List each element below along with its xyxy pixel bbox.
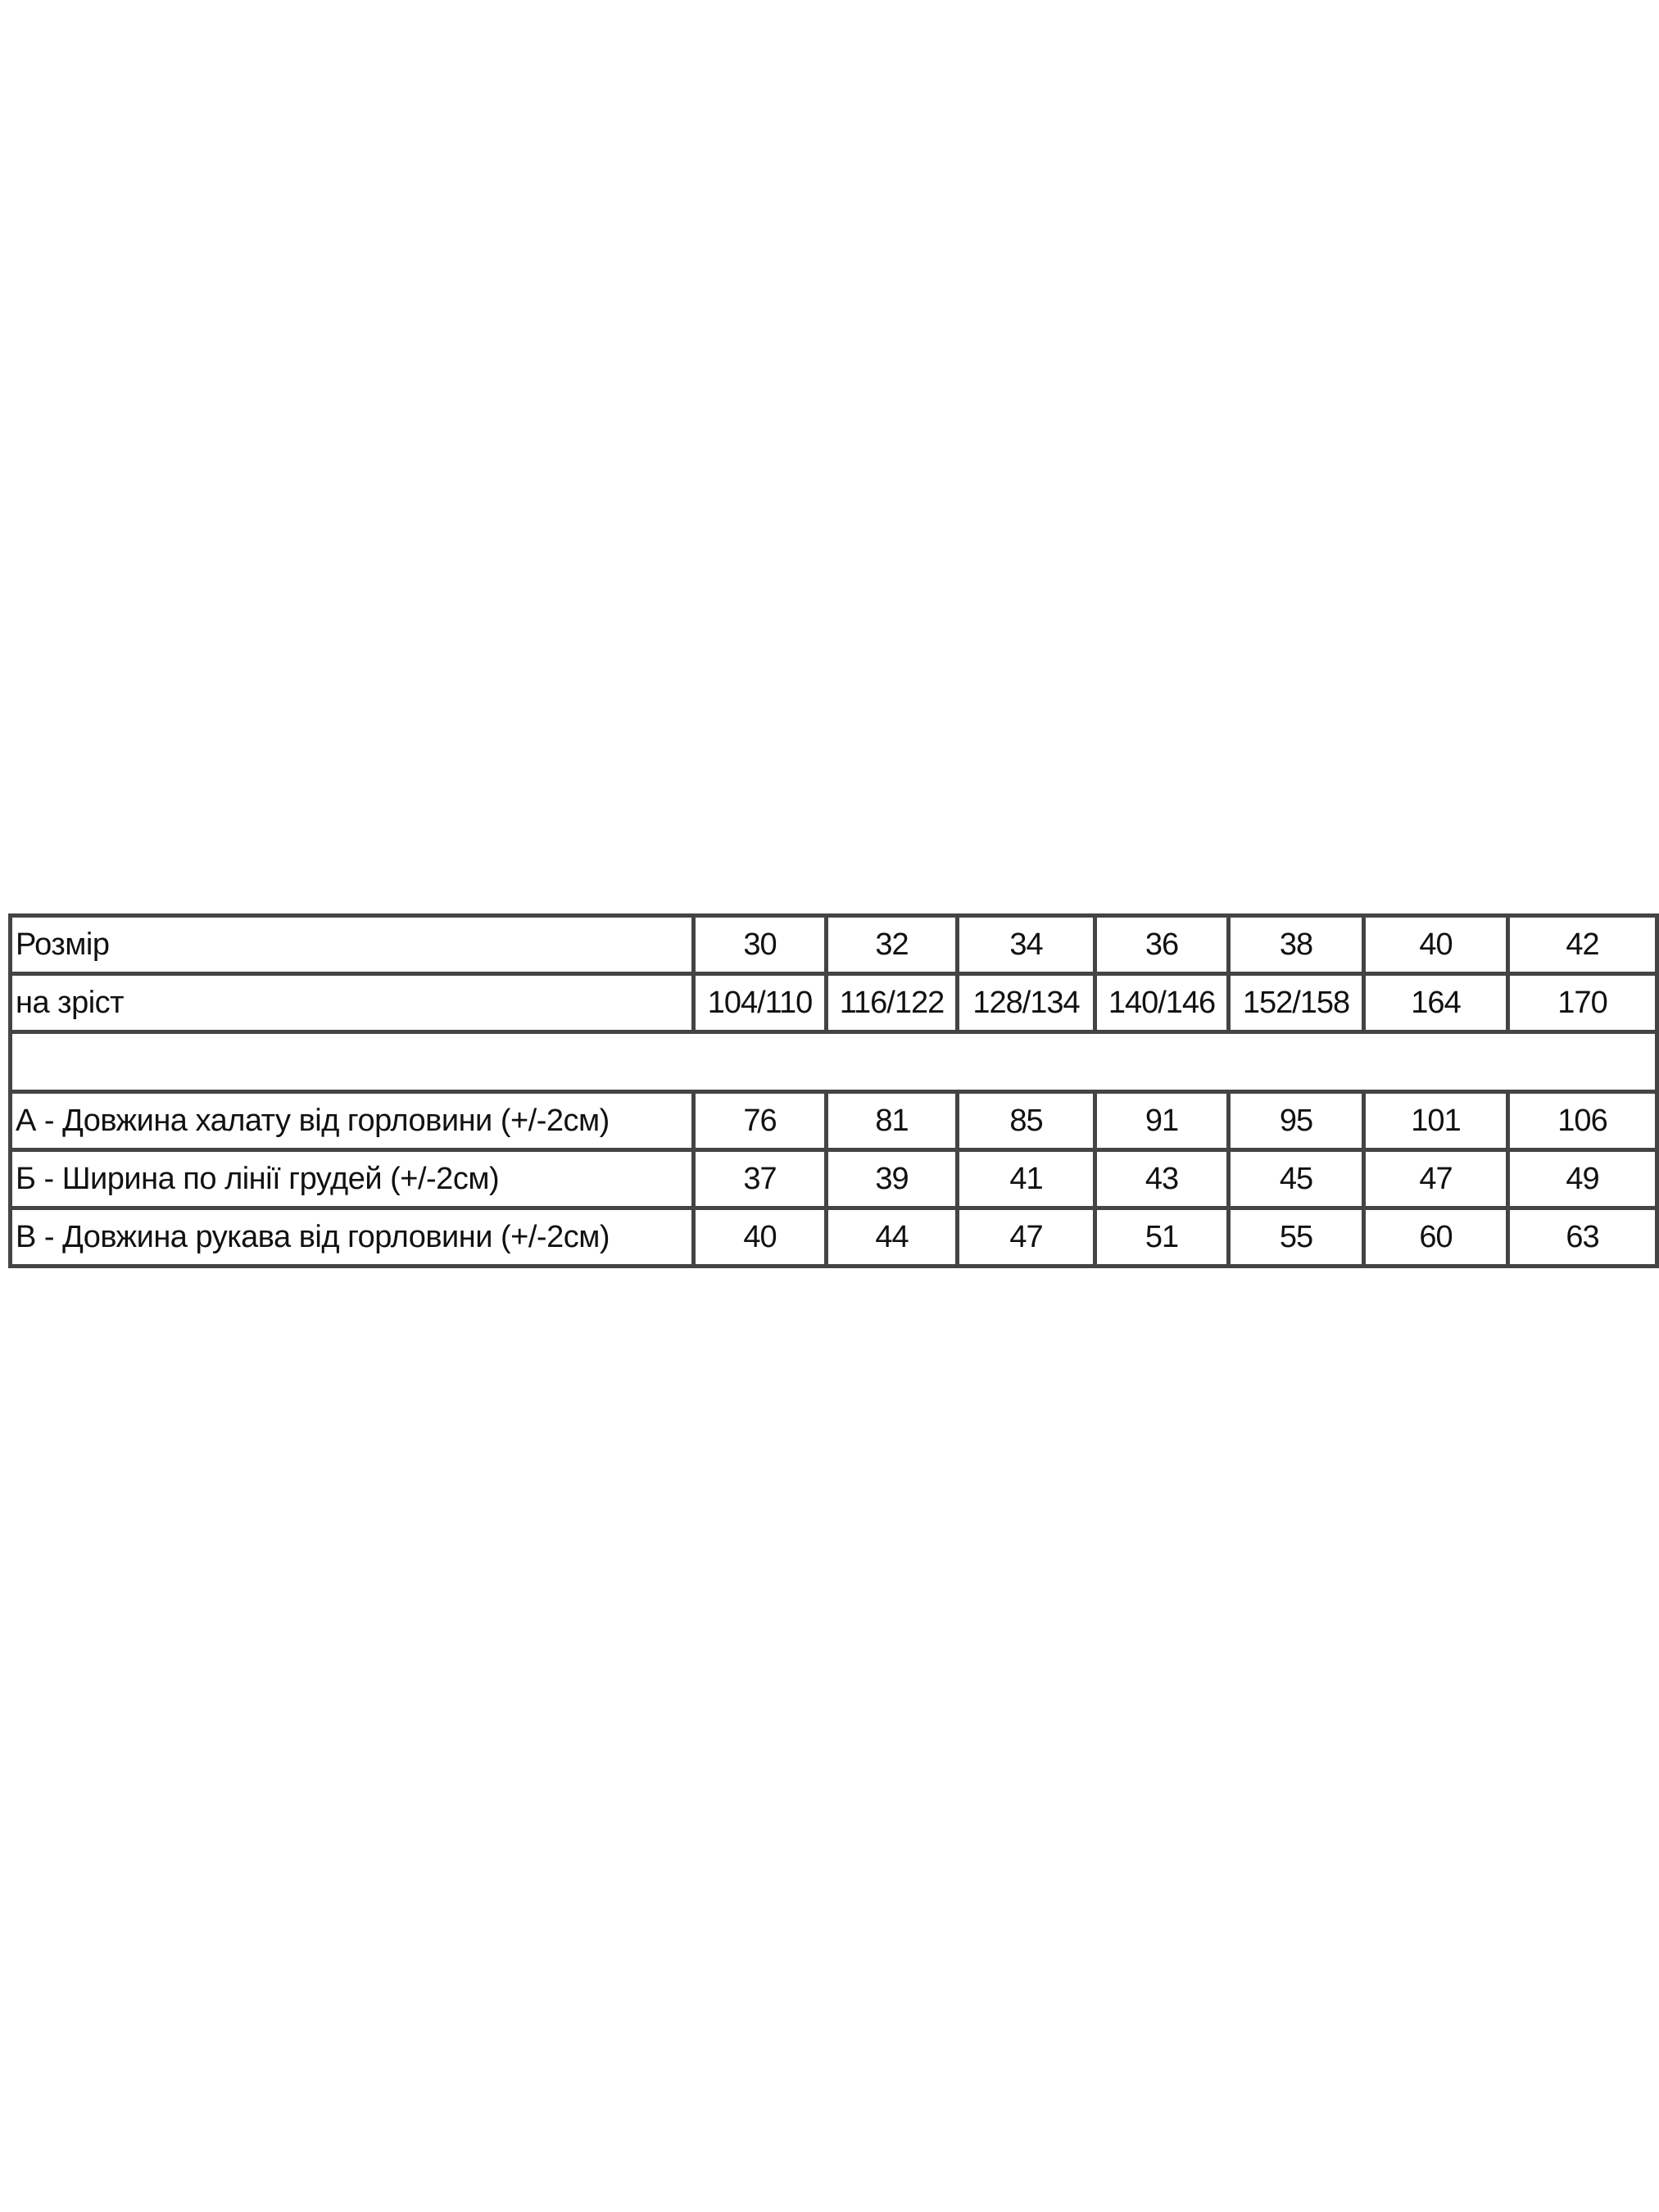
spacer-row	[8, 1030, 1659, 1094]
value-cell: 42	[1506, 913, 1659, 976]
value-cell: 116/122	[824, 972, 959, 1034]
value-cell: 45	[1226, 1148, 1366, 1210]
value-cell: 41	[955, 1148, 1097, 1210]
value-cell: 47	[955, 1206, 1097, 1268]
value-cell: 170	[1506, 972, 1659, 1034]
spacer-cell	[8, 1030, 1659, 1094]
height-row: на зріст 104/110 116/122 128/134 140/146 152/…	[8, 972, 1659, 1034]
value-cell: 91	[1093, 1090, 1231, 1152]
value-cell: 34	[955, 913, 1097, 976]
value-cell: 40	[1362, 913, 1510, 976]
value-cell: 30	[691, 913, 828, 976]
sleeve-length-row: В - Довжина рукава від горловини (+/-2см…	[8, 1206, 1659, 1268]
value-cell: 55	[1226, 1206, 1366, 1268]
value-cell: 36	[1093, 913, 1231, 976]
value-cell: 76	[691, 1090, 828, 1152]
value-cell: 47	[1362, 1148, 1510, 1210]
value-cell: 140/146	[1093, 972, 1231, 1034]
value-cell: 44	[824, 1206, 959, 1268]
value-cell: 51	[1093, 1206, 1231, 1268]
value-cell: 63	[1506, 1206, 1659, 1268]
value-cell: 37	[691, 1148, 828, 1210]
value-cell: 38	[1226, 913, 1366, 976]
chest-width-row: Б - Ширина по лінії грудей (+/-2см) 37 39 4…	[8, 1148, 1659, 1210]
length-row: А - Довжина халату від горловини (+/-2см…	[8, 1090, 1659, 1152]
value-cell: 95	[1226, 1090, 1366, 1152]
value-cell: 85	[955, 1090, 1097, 1152]
value-cell: 43	[1093, 1148, 1231, 1210]
row-label: В - Довжина рукава від горловини (+/-2см…	[8, 1206, 696, 1268]
value-cell: 106	[1506, 1090, 1659, 1152]
row-label: на зріст	[8, 972, 696, 1034]
value-cell: 40	[691, 1206, 828, 1268]
value-cell: 101	[1362, 1090, 1510, 1152]
value-cell: 32	[824, 913, 959, 976]
value-cell: 81	[824, 1090, 959, 1152]
size-row: Розмір 30 32 34 36 38 40 42	[8, 913, 1659, 976]
row-label: А - Довжина халату від горловини (+/-2см…	[8, 1090, 696, 1152]
size-chart-table: Розмір 30 32 34 36 38 40 42 на зріст 104/110 116/1…	[8, 913, 1659, 1268]
value-cell: 39	[824, 1148, 959, 1210]
value-cell: 152/158	[1226, 972, 1366, 1034]
value-cell: 164	[1362, 972, 1510, 1034]
value-cell: 49	[1506, 1148, 1659, 1210]
row-label: Розмір	[8, 913, 696, 976]
row-label: Б - Ширина по лінії грудей (+/-2см)	[8, 1148, 696, 1210]
value-cell: 104/110	[691, 972, 828, 1034]
value-cell: 128/134	[955, 972, 1097, 1034]
value-cell: 60	[1362, 1206, 1510, 1268]
